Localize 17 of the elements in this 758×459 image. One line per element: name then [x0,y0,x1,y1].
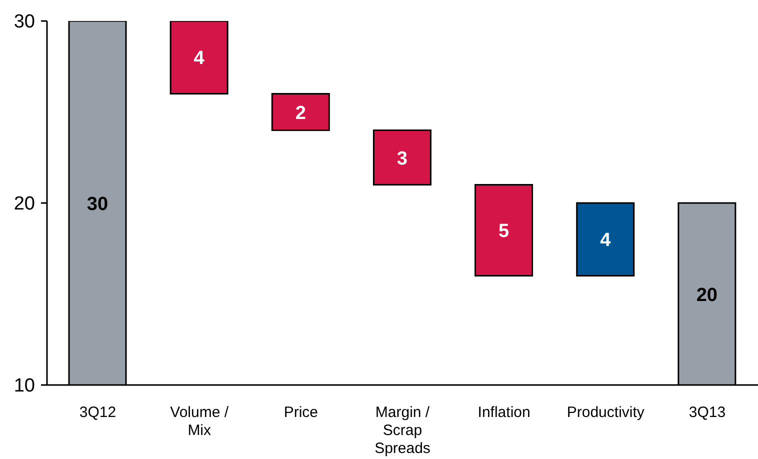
y-tick-label: 30 [14,12,35,33]
data-label: 20 [696,284,718,306]
x-tick-label: Productivity [566,404,645,421]
data-label: 2 [295,102,306,124]
x-tick-label: Volume / Mix [170,404,230,439]
x-tick-label: 3Q13 [688,404,726,421]
x-tick-label: Inflation [478,404,530,421]
y-tick-label: 10 [14,376,35,397]
x-tick-label: 3Q12 [79,404,116,421]
x-tick-label: Price [284,404,318,421]
data-label: 30 [86,194,108,215]
data-label: 5 [498,221,510,242]
data-label: 4 [194,48,205,70]
data-label: 4 [600,230,612,252]
data-label: 3 [396,148,408,170]
x-tick-label: Margin / Scrap Spreads [374,404,430,457]
y-tick-label: 20 [14,194,35,215]
